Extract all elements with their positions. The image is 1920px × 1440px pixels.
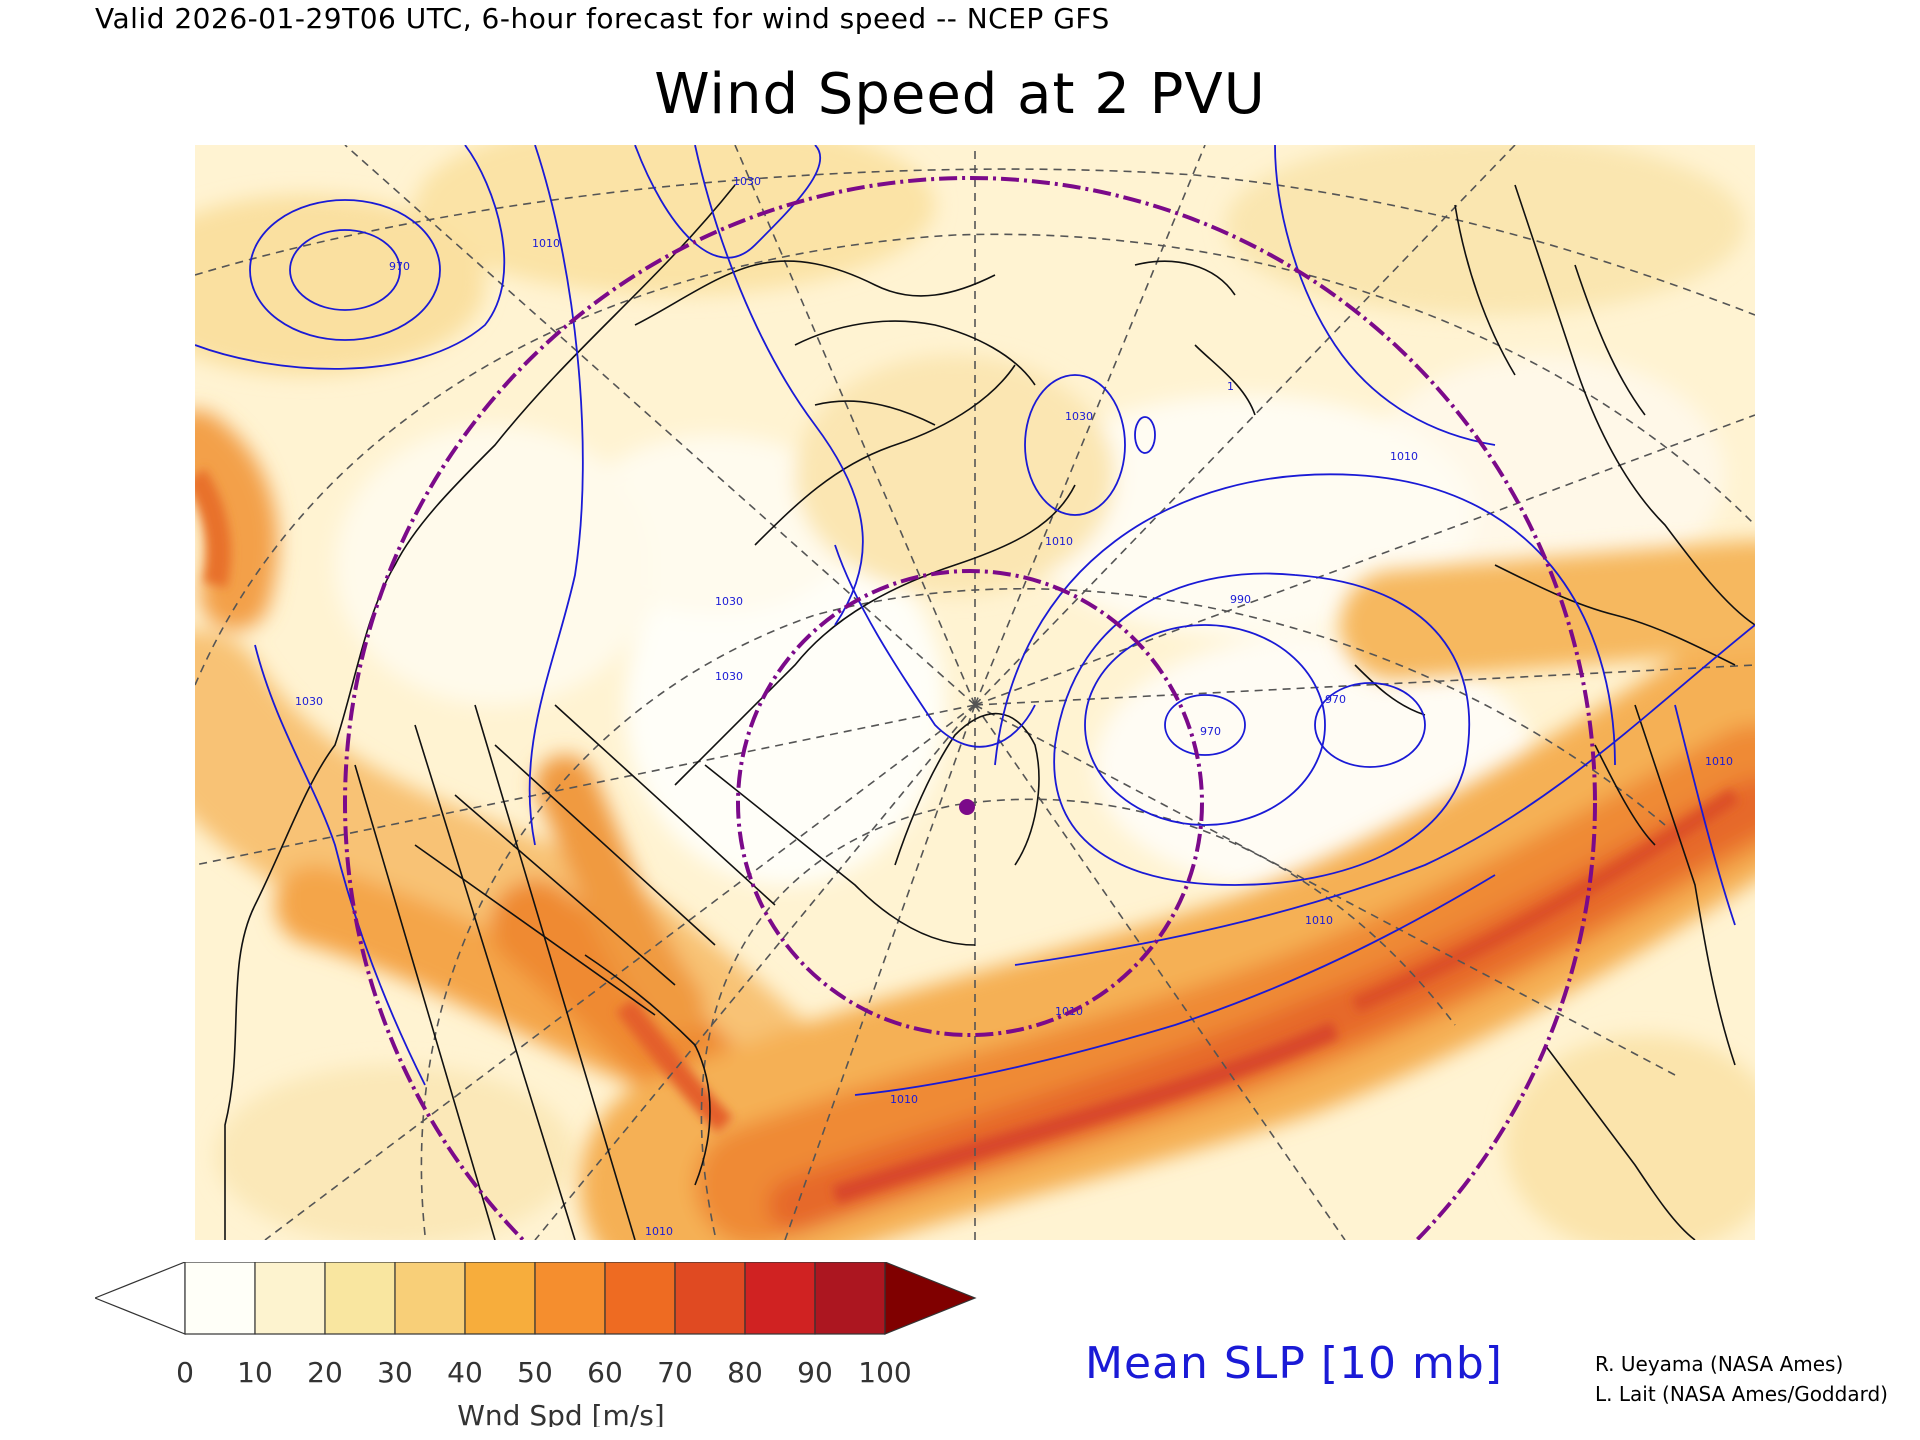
colorbar-box xyxy=(324,1262,396,1335)
colorbar-over-arrow xyxy=(884,1262,977,1335)
isobar-label: 1030 xyxy=(295,695,323,708)
credit-line-2: L. Lait (NASA Ames/Goddard) xyxy=(1595,1382,1888,1406)
isobar-label: 1030 xyxy=(715,670,743,683)
outer-reference-circle xyxy=(343,176,1597,1240)
colorbar-tick-label: 70 xyxy=(657,1356,693,1389)
isobar-labels: 1030 1010 970 1030 1030 1030 1030 1010 1… xyxy=(295,175,1733,1238)
isobar-label: 1030 xyxy=(733,175,761,188)
isobar-label: 1010 xyxy=(1045,535,1073,548)
colorbar-tick-label: 30 xyxy=(377,1356,413,1389)
isobar-label: 970 xyxy=(1325,693,1346,706)
location-marker xyxy=(959,799,975,815)
isobar-label: 970 xyxy=(389,260,410,273)
coastlines-borders xyxy=(224,184,1755,1240)
colorbar-boxes xyxy=(95,1262,977,1335)
wind-speed-colorbar: 0 10 20 30 40 50 60 70 80 90 100 Wnd Spd [m/s] xyxy=(95,1262,977,1427)
colorbar-tick-label: 90 xyxy=(797,1356,833,1389)
colorbar-box xyxy=(394,1262,466,1335)
wind-speed-field xyxy=(195,145,1755,1240)
colorbar-tick-label: 10 xyxy=(237,1356,273,1389)
colorbar-box xyxy=(674,1262,746,1335)
map-panel: 1030 1010 970 1030 1030 1030 1030 1010 1… xyxy=(195,145,1755,1240)
colorbar-tick-label: 0 xyxy=(176,1356,194,1389)
isobar-label: 970 xyxy=(1200,725,1221,738)
colorbar-box xyxy=(534,1262,606,1335)
colorbar-box xyxy=(814,1262,886,1335)
credit-line-1: R. Ueyama (NASA Ames) xyxy=(1595,1352,1844,1376)
inner-reference-circle xyxy=(736,569,1204,1037)
colorbar-tick-label: 50 xyxy=(517,1356,553,1389)
colorbar-label: Wnd Spd [m/s] xyxy=(457,1399,664,1427)
isobar-label: 1010 xyxy=(532,237,560,250)
colorbar-box xyxy=(184,1262,256,1335)
wind-speed-map: 1030 1010 970 1030 1030 1030 1030 1010 1… xyxy=(195,145,1755,1240)
slp-isobars xyxy=(195,145,1755,1096)
colorbar-box xyxy=(604,1262,676,1335)
colorbar-box xyxy=(464,1262,536,1335)
isobar-label: 1010 xyxy=(1305,914,1333,927)
isobar-label: 1030 xyxy=(715,595,743,608)
colorbar-tick-label: 20 xyxy=(307,1356,343,1389)
isobar-label: 1010 xyxy=(1705,755,1733,768)
isobar-label: 1010 xyxy=(1390,450,1418,463)
colorbar-tick-label: 80 xyxy=(727,1356,763,1389)
colorbar-tick-label: 40 xyxy=(447,1356,483,1389)
colorbar-tick-label: 100 xyxy=(858,1356,911,1389)
isobar-label: 1010 xyxy=(645,1225,673,1238)
colorbar-under-arrow xyxy=(95,1262,186,1335)
map-title: Wind Speed at 2 PVU xyxy=(654,62,1266,127)
isobar-label: 1 xyxy=(1227,380,1234,393)
colorbar-box xyxy=(254,1262,326,1335)
isobar-label: 990 xyxy=(1230,593,1251,606)
slp-overlay-label: Mean SLP [10 mb] xyxy=(1085,1338,1503,1389)
reference-circles xyxy=(343,176,1597,1240)
colorbar-tick-label: 60 xyxy=(587,1356,623,1389)
colorbar-box xyxy=(744,1262,816,1335)
forecast-valid-line: Valid 2026-01-29T06 UTC, 6-hour forecast… xyxy=(95,2,1110,35)
colorbar-tick-labels: 0 10 20 30 40 50 60 70 80 90 100 xyxy=(176,1356,912,1389)
isobar-label: 1010 xyxy=(890,1093,918,1106)
isobar-label: 1030 xyxy=(1065,410,1093,423)
